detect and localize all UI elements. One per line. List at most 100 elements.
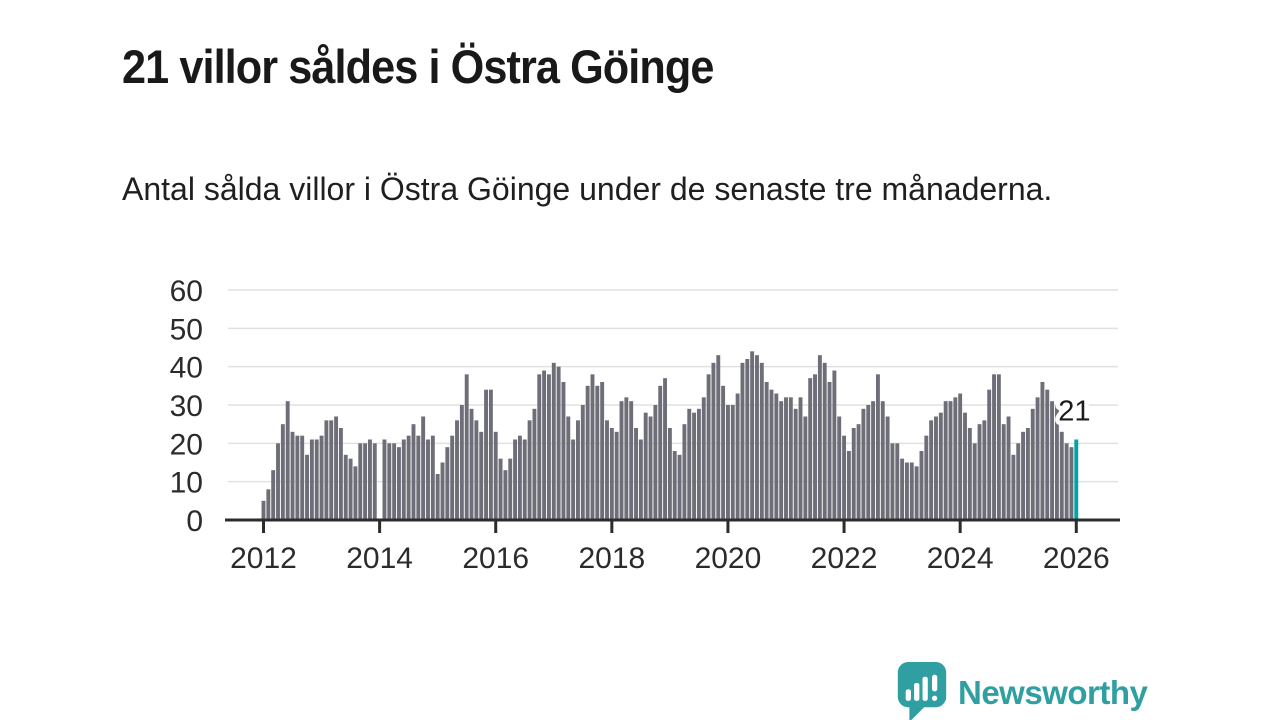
bar: [440, 462, 445, 520]
x-tick-label: 2016: [462, 542, 529, 575]
bar: [556, 366, 561, 520]
bar: [735, 393, 740, 520]
y-tick-label: 60: [170, 275, 203, 308]
bar: [576, 420, 580, 520]
bar: [445, 447, 450, 520]
bar: [493, 431, 498, 520]
y-tick-label: 40: [170, 352, 203, 385]
bar: [426, 439, 430, 520]
newsworthy-logo: Newsworthy: [897, 662, 1148, 720]
bar: [629, 401, 634, 520]
bar: [348, 458, 353, 520]
bar: [730, 405, 735, 520]
bar: [513, 439, 518, 520]
bar: [842, 435, 847, 520]
bar: [421, 416, 426, 520]
bar: [508, 458, 513, 520]
chart-subtitle: Antal sålda villor i Östra Göinge under …: [122, 171, 1053, 207]
bar: [338, 428, 343, 520]
bar: [667, 428, 672, 520]
bar: [638, 439, 643, 520]
bar: [948, 401, 953, 520]
bar: [682, 424, 687, 520]
bar: [551, 362, 556, 520]
bar: [455, 420, 459, 520]
bar: [566, 416, 571, 520]
bar: [972, 443, 977, 520]
bar: [532, 408, 537, 520]
bar: [488, 389, 493, 520]
bar: [401, 439, 406, 520]
bar: [759, 362, 764, 520]
bar: [871, 401, 876, 520]
bar: [653, 405, 658, 520]
bar: [846, 451, 851, 520]
y-tick-label: 50: [170, 313, 203, 346]
bar: [527, 420, 532, 520]
bar: [953, 397, 958, 520]
bar: [861, 408, 866, 520]
bar: [305, 454, 309, 520]
bar: [261, 500, 266, 520]
bar: [411, 424, 416, 520]
bar: [295, 435, 300, 520]
bar: [614, 431, 619, 520]
bar: [469, 408, 474, 520]
bar: [542, 370, 547, 520]
bar: [914, 466, 919, 520]
bar: [1001, 424, 1006, 520]
x-tick-label: 2026: [1043, 542, 1110, 575]
y-tick-label: 10: [170, 467, 203, 500]
bar: [382, 439, 387, 520]
bar: [1025, 428, 1030, 520]
bar: [924, 435, 929, 520]
bar: [692, 412, 697, 520]
bar: [580, 405, 585, 520]
bar: [343, 454, 348, 520]
logo-bar-small: [905, 689, 911, 701]
bar: [372, 443, 377, 520]
bar: [358, 443, 363, 520]
bar: [517, 435, 522, 520]
logo-exclamation-stem: [931, 674, 938, 692]
bar: [634, 428, 638, 520]
bar: [900, 458, 905, 520]
bar: [934, 416, 938, 520]
x-tick-label: 2024: [927, 542, 994, 575]
bar: [769, 389, 774, 520]
logo-bar-medium: [914, 683, 920, 701]
bar: [958, 393, 963, 520]
bar: [624, 397, 629, 520]
x-tick-label: 2012: [230, 542, 297, 575]
bar: [353, 466, 358, 520]
bar: [721, 385, 726, 520]
bar: [416, 435, 421, 520]
bar: [929, 420, 934, 520]
bar: [280, 424, 285, 520]
bar: [1050, 401, 1055, 520]
bar: [1040, 382, 1045, 520]
bar: [300, 435, 305, 520]
bar: [875, 374, 880, 520]
bar: [880, 401, 885, 520]
bar: [701, 397, 706, 520]
bar: [498, 458, 503, 520]
bar: [271, 470, 276, 520]
bar: [963, 412, 967, 520]
bar: [605, 420, 609, 520]
bar: [435, 474, 440, 520]
bar: [996, 374, 1001, 520]
bar: [711, 362, 716, 520]
bar: [266, 489, 271, 520]
bar: [1045, 389, 1050, 520]
bar: [856, 424, 861, 520]
bar: [484, 389, 488, 520]
bar: [885, 416, 890, 520]
value-annotation: 21: [1058, 396, 1090, 428]
bar: [716, 355, 721, 520]
bar: [938, 412, 943, 520]
bar: [1054, 405, 1059, 520]
bar: [755, 355, 759, 520]
bar: [474, 420, 479, 520]
bar: [1016, 443, 1021, 520]
